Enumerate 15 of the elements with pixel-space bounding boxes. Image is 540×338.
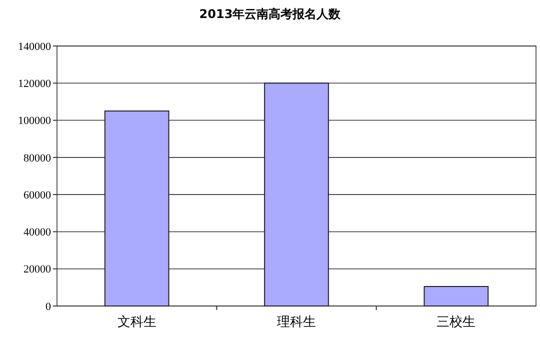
y-tick-label: 140000 (18, 40, 52, 53)
bar (424, 286, 489, 306)
y-tick-label: 20000 (24, 264, 52, 276)
y-tick-label: 0 (46, 300, 52, 313)
chart-title: 2013年云南高考报名人数 (199, 7, 342, 21)
x-tick-label: 理科生 (277, 315, 316, 330)
y-tick-label: 100000 (18, 115, 52, 128)
y-tick-label: 120000 (18, 78, 52, 90)
x-tick-label: 三校生 (436, 315, 476, 330)
bar (104, 110, 170, 306)
bar (264, 82, 329, 306)
y-tick-label: 40000 (24, 226, 52, 239)
x-tick-label: 文科生 (117, 315, 156, 330)
y-tick-label: 80000 (24, 152, 52, 164)
y-tick-label: 60000 (24, 189, 52, 202)
